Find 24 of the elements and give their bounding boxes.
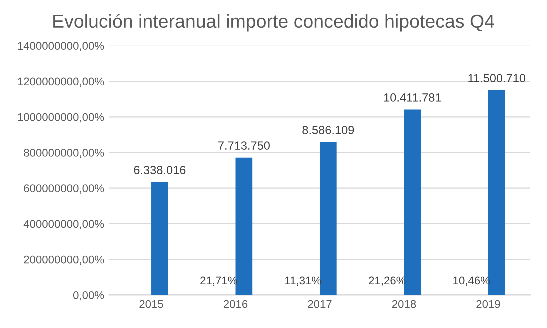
- data-label: 6.338.016: [134, 166, 186, 174]
- bar: [320, 142, 337, 296]
- x-tick-label: 2016: [224, 300, 248, 308]
- y-tick-label: 200000000,00%: [24, 256, 104, 266]
- x-tick-label: 2019: [476, 300, 500, 308]
- x-tick-label: 2015: [140, 300, 164, 308]
- x-tick-label: 2017: [308, 300, 332, 308]
- data-label: 7.713.750: [218, 142, 270, 150]
- y-tick-label: 800000000,00%: [24, 149, 104, 158]
- data-label: 11.500.710: [468, 74, 526, 83]
- chart-title: Evolución interanual importe concedido hipotecas Q4: [54, 14, 494, 32]
- y-tick-label: 400000000,00%: [24, 220, 104, 230]
- bar: [236, 158, 253, 296]
- y-tick-label: 0,00%: [73, 291, 104, 301]
- y-tick-label: 600000000,00%: [24, 184, 104, 194]
- y-tick-label: 1400000000,00%: [18, 42, 104, 52]
- y-tick-label: 1000000000,00%: [18, 113, 104, 123]
- y-tick-label: 1200000000,00%: [18, 78, 104, 87]
- bar: [152, 182, 168, 296]
- x-tick-label: 2018: [392, 300, 416, 308]
- bar: [488, 90, 506, 296]
- bar: [404, 110, 422, 296]
- data-label: 8.586.109: [302, 126, 354, 134]
- data-label: 10.411.781: [384, 94, 442, 102]
